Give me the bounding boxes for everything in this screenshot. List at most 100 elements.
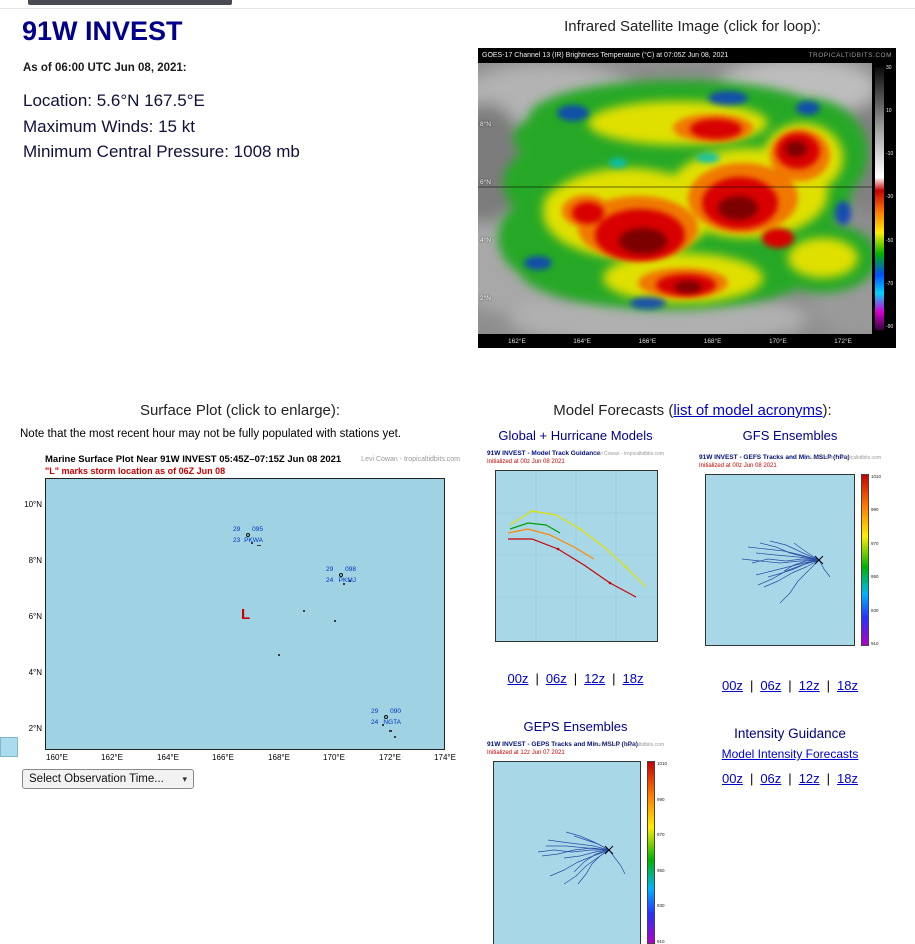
cbar-tick: -50 — [886, 237, 894, 244]
island-dot — [251, 542, 253, 544]
lon-tick-label: 162°E — [101, 753, 123, 762]
lat-tick-label: 8°N — [28, 556, 42, 565]
cbar-tick: 910 — [657, 938, 665, 944]
link-06z[interactable]: 06z — [760, 771, 782, 786]
station-dewpoint: 24 — [371, 719, 379, 726]
ir-colorbar-gradient — [875, 67, 884, 330]
ir-colorbar: 30 10 -10 -30 -50 -70 -90 — [872, 63, 896, 334]
separator: | — [826, 678, 831, 693]
chart-credit: Levi Cowan - tropicaltidbits.com — [810, 455, 881, 461]
island-dot — [394, 736, 396, 738]
station-marker — [384, 715, 388, 719]
geps-map — [493, 761, 641, 944]
chevron-down-icon: ▾ — [182, 773, 187, 784]
mslp-colorbar — [861, 474, 869, 646]
lat-tick-label: 4°N — [28, 668, 42, 677]
surface-map-title: Marine Surface Plot Near 91W INVEST 05:4… — [45, 454, 342, 465]
model-acronyms-link[interactable]: list of model acronyms — [673, 402, 823, 419]
satellite-ir-clouds — [478, 63, 896, 334]
link-00z[interactable]: 00z — [507, 671, 529, 686]
link-06z[interactable]: 06z — [760, 678, 782, 693]
model-forecasts-heading-suffix: ): — [822, 402, 832, 419]
station-id: PKWA — [244, 537, 263, 544]
sat-lon-label: 162°E — [508, 337, 526, 345]
model-track-guidance-chart[interactable]: 91W INVEST - Model Track Guidance Initia… — [483, 446, 668, 661]
model-forecasts-heading: Model Forecasts (list of model acronyms)… — [470, 402, 915, 419]
lon-tick-label: 166°E — [212, 753, 234, 762]
separator: | — [612, 671, 616, 686]
intensity-guidance-title: Intensity Guidance — [734, 726, 846, 741]
cbar-tick: 930 — [657, 903, 665, 909]
satellite-imagery-area: 8°N 6°N 4°N 2°N 30 10 -10 -30 -50 -70 -9… — [478, 63, 896, 334]
station-marker — [246, 533, 250, 537]
geps-tracks-chart[interactable]: 91W INVEST - GEPS Tracks and Min. MSLP (… — [483, 737, 668, 944]
chart-init-time: Initialized at 00z Jun 08 2021 — [487, 459, 565, 465]
sat-lon-label: 166°E — [638, 337, 657, 345]
cbar-tick: 990 — [871, 507, 879, 513]
station-temp: 29 — [326, 566, 334, 573]
sat-lat-label: 6°N — [480, 179, 491, 186]
station-id: NGTA — [383, 719, 401, 726]
island-dot — [334, 620, 336, 622]
storm-stats: Location: 5.6°N 167.5°E Maximum Winds: 1… — [23, 88, 300, 165]
link-12z[interactable]: 12z — [584, 671, 606, 686]
station-pressure: 095 — [252, 526, 263, 533]
gfs-time-links: 00z | 06z | 12z | 18z — [695, 678, 885, 693]
cbar-tick: 30 — [886, 65, 892, 71]
cbar-tick: 950 — [871, 574, 879, 580]
cbar-tick: 970 — [871, 540, 879, 546]
partial-dropdown[interactable] — [28, 0, 232, 5]
cbar-tick: 950 — [657, 867, 665, 873]
station-temp: 29 — [371, 708, 379, 715]
link-00z[interactable]: 00z — [721, 678, 743, 693]
cbar-tick: 910 — [871, 640, 879, 646]
gefs-tracks-chart[interactable]: 91W INVEST - GEFS Tracks and Min. MSLP (… — [695, 450, 885, 662]
divider — [0, 8, 915, 9]
model-forecasts-heading-prefix: Model Forecasts ( — [553, 402, 674, 419]
surface-map-area: 29 095 23 PKWA 29 098 24 PKMJ — [45, 478, 445, 750]
separator: | — [788, 771, 792, 786]
chart-init-time: Initialized at 00z Jun 08 2021 — [699, 463, 777, 469]
link-18z[interactable]: 18z — [837, 678, 859, 693]
as-of-timestamp: As of 06:00 UTC Jun 08, 2021: — [23, 62, 187, 74]
lon-tick-label: 164°E — [157, 753, 179, 762]
infrared-satellite-image[interactable]: GOES-17 Channel 13 (IR) Brightness Tempe… — [478, 48, 896, 348]
station-marker — [339, 573, 343, 577]
partial-thumbnail — [0, 737, 18, 757]
cbar-tick: 10 — [886, 108, 892, 115]
sat-lat-label: 8°N — [480, 121, 491, 128]
gefs-map — [705, 474, 855, 646]
link-06z[interactable]: 06z — [545, 671, 567, 686]
island-dot — [278, 654, 280, 656]
link-18z[interactable]: 18z — [837, 771, 859, 786]
intensity-forecasts-link-row: Model Intensity Forecasts — [695, 747, 885, 761]
chart-init-time: Initialized at 12z Jun 07 2021 — [487, 750, 565, 756]
observation-time-select[interactable]: Select Observation Time... ▾ — [22, 769, 194, 789]
link-12z[interactable]: 12z — [798, 771, 820, 786]
storm-location-marker: L — [241, 606, 251, 623]
marine-surface-plot[interactable]: Marine Surface Plot Near 91W INVEST 05:4… — [20, 446, 460, 764]
station-dewpoint: 23 — [233, 537, 241, 544]
geps-tracks — [537, 831, 626, 885]
sat-lon-label: 168°E — [703, 337, 722, 345]
surface-map-subtitle: "L" marks storm location as of 06Z Jun 0… — [45, 466, 226, 476]
model-intensity-forecasts-link[interactable]: Model Intensity Forecasts — [721, 747, 859, 761]
lat-tick-label: 10°N — [24, 500, 42, 509]
global-models-time-links: 00z | 06z | 12z | 18z — [483, 671, 668, 686]
separator: | — [788, 678, 792, 693]
station-pressure: 090 — [390, 708, 401, 715]
island-dot — [343, 583, 345, 585]
cbar-tick: -90 — [886, 323, 894, 330]
mslp-colorbar-labels: 1010 990 970 950 930 910 — [657, 761, 667, 944]
link-12z[interactable]: 12z — [798, 678, 820, 693]
station-plot: 29 090 24 NGTA — [371, 708, 401, 726]
lon-tick-label: 170°E — [323, 753, 345, 762]
lon-tick-label: 168°E — [268, 753, 290, 762]
lon-tick-label: 172°E — [379, 753, 401, 762]
surface-map-credit: Levi Cowan - tropicaltidbits.com — [361, 456, 460, 463]
separator: | — [749, 771, 754, 786]
link-00z[interactable]: 00z — [721, 771, 743, 786]
stat-min-pressure: Minimum Central Pressure: 1008 mb — [23, 142, 300, 161]
surface-plot-note: Note that the most recent hour may not b… — [20, 428, 401, 440]
link-18z[interactable]: 18z — [622, 671, 644, 686]
